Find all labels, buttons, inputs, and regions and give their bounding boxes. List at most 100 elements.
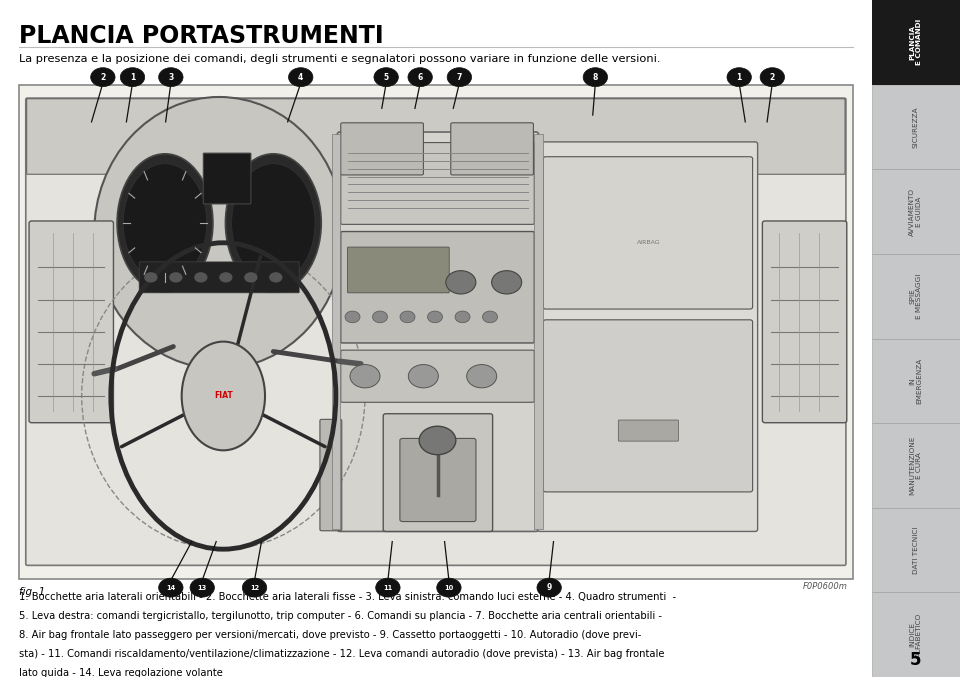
FancyBboxPatch shape	[26, 98, 846, 565]
Text: PLANCIA
E COMANDI: PLANCIA E COMANDI	[909, 19, 923, 66]
Circle shape	[194, 272, 207, 282]
Text: sta) - 11. Comandi riscaldamento/ventilazione/climatizzazione - 12. Leva comandi: sta) - 11. Comandi riscaldamento/ventila…	[19, 649, 664, 659]
Circle shape	[144, 272, 157, 282]
FancyBboxPatch shape	[451, 123, 534, 175]
Circle shape	[427, 311, 443, 323]
Bar	[872, 423, 960, 508]
Text: INDICE
ALFABETICO: INDICE ALFABETICO	[909, 613, 923, 657]
Bar	[872, 254, 960, 338]
Text: 5: 5	[910, 651, 922, 669]
Text: La presenza e la posizione dei comandi, degli strumenti e segnalatori possono va: La presenza e la posizione dei comandi, …	[19, 54, 660, 64]
Ellipse shape	[117, 154, 213, 292]
Bar	[872, 338, 960, 423]
Text: 4: 4	[299, 72, 303, 82]
FancyBboxPatch shape	[383, 414, 492, 531]
FancyBboxPatch shape	[341, 143, 535, 224]
Circle shape	[408, 68, 432, 87]
Circle shape	[90, 68, 115, 87]
Text: 2: 2	[770, 72, 775, 82]
FancyBboxPatch shape	[204, 153, 251, 204]
Text: PLANCIA PORTASTRUMENTI: PLANCIA PORTASTRUMENTI	[19, 24, 384, 47]
FancyBboxPatch shape	[320, 419, 342, 531]
Circle shape	[492, 271, 521, 294]
FancyBboxPatch shape	[27, 99, 845, 174]
FancyBboxPatch shape	[341, 232, 535, 343]
Bar	[872, 85, 960, 169]
Circle shape	[345, 311, 360, 323]
Circle shape	[350, 364, 380, 388]
Circle shape	[445, 271, 476, 294]
Circle shape	[420, 427, 456, 455]
FancyBboxPatch shape	[331, 134, 340, 529]
Circle shape	[169, 272, 182, 282]
Text: 13: 13	[198, 585, 206, 590]
Circle shape	[242, 578, 267, 597]
Bar	[872, 169, 960, 254]
Ellipse shape	[123, 164, 206, 282]
Circle shape	[219, 272, 232, 282]
Bar	[872, 508, 960, 592]
Text: 14: 14	[166, 585, 176, 590]
Circle shape	[467, 364, 496, 388]
FancyBboxPatch shape	[341, 350, 535, 402]
FancyBboxPatch shape	[139, 262, 300, 293]
Circle shape	[289, 68, 313, 87]
Text: 12: 12	[250, 585, 259, 590]
Ellipse shape	[181, 342, 265, 450]
Text: IN
EMERGENZA: IN EMERGENZA	[909, 357, 923, 404]
Ellipse shape	[231, 164, 315, 282]
Text: 1: 1	[736, 72, 742, 82]
FancyBboxPatch shape	[341, 123, 423, 175]
Circle shape	[483, 311, 497, 323]
Circle shape	[374, 68, 398, 87]
Circle shape	[727, 68, 752, 87]
Circle shape	[400, 311, 415, 323]
Text: FIAT: FIAT	[214, 391, 232, 401]
FancyBboxPatch shape	[618, 420, 679, 441]
FancyBboxPatch shape	[400, 439, 476, 521]
Text: 10: 10	[444, 585, 453, 590]
Text: 1: 1	[130, 72, 135, 82]
Circle shape	[760, 68, 784, 87]
Text: 2: 2	[100, 72, 106, 82]
Bar	[872, 0, 960, 85]
FancyBboxPatch shape	[29, 221, 113, 422]
Bar	[19, 85, 852, 579]
Text: 8: 8	[592, 72, 598, 82]
Text: F0P0600m: F0P0600m	[803, 582, 848, 591]
Circle shape	[158, 578, 183, 597]
FancyBboxPatch shape	[348, 247, 449, 293]
Circle shape	[408, 364, 439, 388]
Text: 5: 5	[384, 72, 389, 82]
Text: 5. Leva destra: comandi tergicristallo, tergilunotto, trip computer - 6. Comandi: 5. Leva destra: comandi tergicristallo, …	[19, 611, 662, 621]
Text: fig. 1: fig. 1	[19, 587, 45, 597]
Text: 1. Bocchette aria laterali orientabili - 2. Bocchette aria laterali fisse - 3. L: 1. Bocchette aria laterali orientabili -…	[19, 592, 676, 603]
FancyBboxPatch shape	[538, 142, 757, 531]
Text: AIRBAG: AIRBAG	[636, 240, 660, 245]
FancyBboxPatch shape	[762, 221, 847, 422]
Text: 8. Air bag frontale lato passeggero per versioni/mercati, dove previsto - 9. Cas: 8. Air bag frontale lato passeggero per …	[19, 630, 641, 640]
FancyBboxPatch shape	[337, 132, 539, 531]
Circle shape	[372, 311, 388, 323]
Circle shape	[269, 272, 282, 282]
FancyBboxPatch shape	[543, 320, 753, 492]
Circle shape	[455, 311, 470, 323]
Circle shape	[158, 68, 183, 87]
Circle shape	[244, 272, 257, 282]
Text: SPIE
E MESSAGGI: SPIE E MESSAGGI	[909, 274, 923, 319]
Text: DATI TECNICI: DATI TECNICI	[913, 526, 919, 574]
Circle shape	[583, 68, 608, 87]
Circle shape	[437, 578, 461, 597]
Text: 9: 9	[546, 583, 552, 592]
Text: 7: 7	[457, 72, 462, 82]
Text: AVVIAMENTO
E GUIDA: AVVIAMENTO E GUIDA	[909, 188, 923, 236]
Text: 11: 11	[383, 585, 393, 590]
Text: MANUTENZIONE
E CURA: MANUTENZIONE E CURA	[909, 436, 923, 495]
Circle shape	[447, 68, 471, 87]
Ellipse shape	[226, 154, 322, 292]
Ellipse shape	[94, 97, 345, 369]
Circle shape	[537, 578, 562, 597]
FancyBboxPatch shape	[534, 134, 542, 529]
Text: 6: 6	[418, 72, 422, 82]
Bar	[872, 592, 960, 677]
